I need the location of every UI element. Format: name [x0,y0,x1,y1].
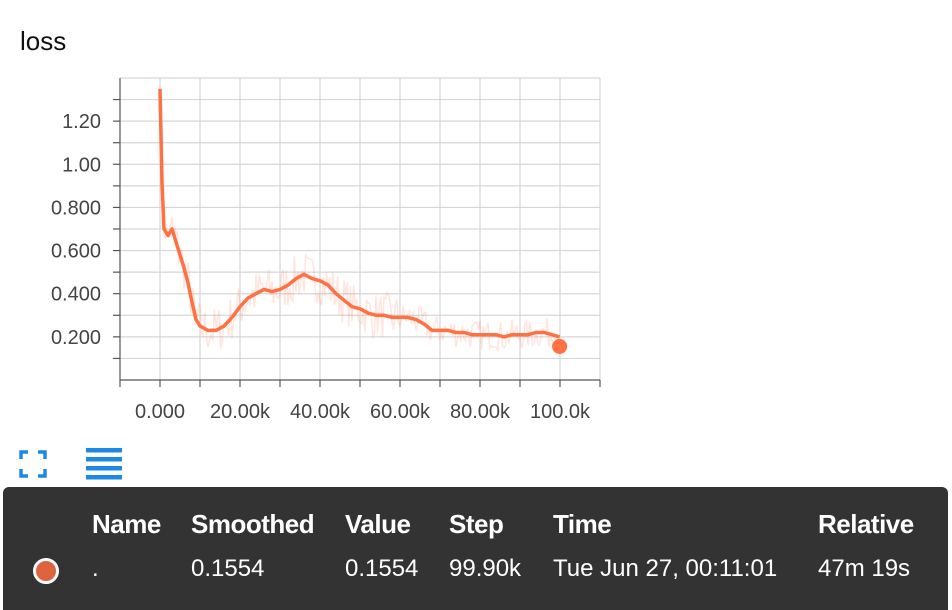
row-relative: 47m 19s [818,555,911,582]
y-tick-label: 1.20 [62,111,101,133]
header-smoothed: Smoothed [191,509,315,539]
chart-grid [120,77,601,380]
row-name: . [92,555,99,582]
row-step: 99.90k [449,555,522,582]
row-smoothed: 0.1554 [191,555,265,582]
y-tick-label: 0.400 [51,284,101,306]
x-tick-label: 100.0k [530,401,591,423]
x-tick-label: 40.00k [290,401,351,423]
y-tick-label: 0.800 [51,197,101,219]
chart-axes [113,78,601,387]
smoothed-series [158,88,568,354]
fullscreen-icon[interactable] [18,449,48,479]
last-point-marker [552,338,568,354]
raw-line [159,101,561,353]
y-tick-labels: 0.200 0.400 0.600 0.800 1.00 1.20 [51,111,101,349]
data-tooltip: Name Smoothed Value Step Time Relative .… [3,487,948,610]
loss-chart[interactable]: 0.000 20.00k 40.00k 60.00k 80.00k 100.0k 0.20… [0,0,952,440]
raw-series [159,101,561,353]
smoothed-line [158,88,561,339]
x-tick-label: 20.00k [210,401,271,423]
x-tick-labels: 0.000 20.00k 40.00k 60.00k 80.00k 100.0k [135,401,591,423]
row-time: Tue Jun 27, 00:11:01 [553,555,778,582]
header-name: Name [92,509,161,539]
y-tick-label: 1.00 [62,154,101,176]
chart-title: loss [20,26,67,56]
header-step: Step [449,509,504,539]
tooltip-header-row: Name Smoothed Value Step Time Relative [3,509,948,549]
tooltip-data-row: . 0.1554 0.1554 99.90k Tue Jun 27, 00:11… [3,555,948,595]
x-tick-label: 0.000 [135,401,185,423]
header-time: Time [553,509,612,539]
row-value: 0.1554 [345,555,419,582]
header-value: Value [345,509,411,539]
y-tick-label: 0.600 [51,241,101,263]
x-tick-label: 60.00k [370,401,431,423]
x-tick-label: 80.00k [450,401,511,423]
series-color-swatch [33,558,59,584]
menu-lines-icon[interactable] [86,447,122,481]
header-relative: Relative [818,509,914,539]
y-tick-label: 0.200 [51,327,101,349]
